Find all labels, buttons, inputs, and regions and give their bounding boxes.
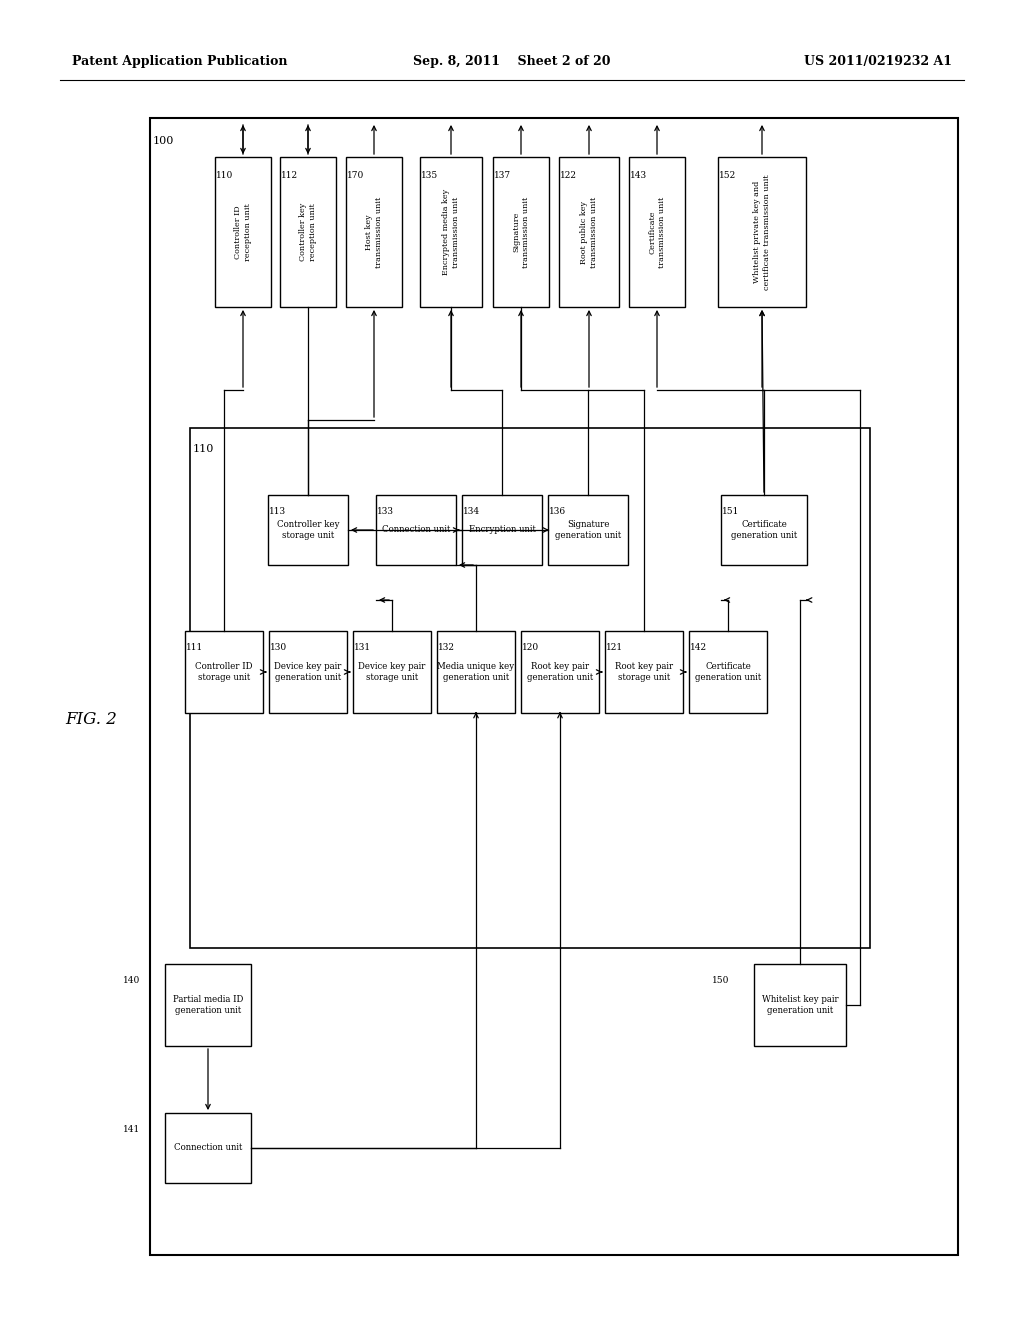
Text: 110: 110 xyxy=(216,172,233,180)
Text: Controller ID
reception unit: Controller ID reception unit xyxy=(234,203,252,261)
Text: Whitelist private key and
certificate transmission unit: Whitelist private key and certificate tr… xyxy=(753,174,771,290)
Text: Certificate
transmission unit: Certificate transmission unit xyxy=(648,197,666,268)
Text: 134: 134 xyxy=(463,507,480,516)
Bar xyxy=(165,1113,251,1183)
Text: Certificate
generation unit: Certificate generation unit xyxy=(695,661,761,682)
Text: Partial media ID
generation unit: Partial media ID generation unit xyxy=(173,995,243,1015)
Text: Sep. 8, 2011    Sheet 2 of 20: Sep. 8, 2011 Sheet 2 of 20 xyxy=(414,55,610,69)
Bar xyxy=(215,157,271,308)
Text: 130: 130 xyxy=(270,643,287,652)
Text: 121: 121 xyxy=(606,643,624,652)
Text: Signature
transmission unit: Signature transmission unit xyxy=(512,197,529,268)
Bar xyxy=(605,631,683,713)
Text: Signature
generation unit: Signature generation unit xyxy=(555,520,622,540)
Text: Connection unit: Connection unit xyxy=(382,525,451,535)
Bar xyxy=(280,157,336,308)
Bar xyxy=(165,964,251,1045)
Text: Root key pair
generation unit: Root key pair generation unit xyxy=(527,661,593,682)
Text: Whitelist key pair
generation unit: Whitelist key pair generation unit xyxy=(762,995,839,1015)
Text: 131: 131 xyxy=(354,643,371,652)
Text: 150: 150 xyxy=(712,975,729,985)
Bar xyxy=(269,631,347,713)
Text: 136: 136 xyxy=(549,507,566,516)
Bar xyxy=(629,157,685,308)
Text: 135: 135 xyxy=(421,172,438,180)
Text: 132: 132 xyxy=(438,643,455,652)
Text: FIG. 2: FIG. 2 xyxy=(65,711,117,729)
Bar xyxy=(559,157,618,308)
Text: 112: 112 xyxy=(281,172,298,180)
Text: 122: 122 xyxy=(560,172,577,180)
Text: 143: 143 xyxy=(630,172,647,180)
Text: 133: 133 xyxy=(377,507,394,516)
Text: Controller ID
storage unit: Controller ID storage unit xyxy=(196,661,253,682)
Text: 170: 170 xyxy=(347,172,365,180)
Bar xyxy=(268,495,348,565)
Bar xyxy=(754,964,846,1045)
Text: 151: 151 xyxy=(722,507,739,516)
Text: 120: 120 xyxy=(522,643,539,652)
Text: Controller key
reception unit: Controller key reception unit xyxy=(299,203,316,261)
Text: Media unique key
generation unit: Media unique key generation unit xyxy=(437,661,515,682)
Text: 137: 137 xyxy=(494,172,511,180)
Bar xyxy=(185,631,263,713)
Text: 111: 111 xyxy=(186,643,203,652)
Bar xyxy=(420,157,482,308)
Text: Certificate
generation unit: Certificate generation unit xyxy=(731,520,797,540)
Text: Device key pair
storage unit: Device key pair storage unit xyxy=(358,661,426,682)
Bar xyxy=(689,631,767,713)
Text: 113: 113 xyxy=(269,507,286,516)
Text: Root public key
transmission unit: Root public key transmission unit xyxy=(581,197,598,268)
Text: Root key pair
storage unit: Root key pair storage unit xyxy=(615,661,673,682)
Bar xyxy=(548,495,628,565)
Text: Connection unit: Connection unit xyxy=(174,1143,243,1152)
Text: 141: 141 xyxy=(123,1125,140,1134)
Text: 110: 110 xyxy=(193,444,214,454)
Bar xyxy=(437,631,515,713)
Text: Patent Application Publication: Patent Application Publication xyxy=(72,55,288,69)
Text: 140: 140 xyxy=(123,975,140,985)
Bar xyxy=(353,631,431,713)
Bar xyxy=(721,495,807,565)
Bar xyxy=(718,157,806,308)
Bar xyxy=(150,117,958,1255)
Text: Encrypted media key
transmission unit: Encrypted media key transmission unit xyxy=(442,189,460,275)
Text: Encryption unit: Encryption unit xyxy=(469,525,536,535)
Bar xyxy=(376,495,456,565)
Text: 142: 142 xyxy=(690,643,708,652)
Text: US 2011/0219232 A1: US 2011/0219232 A1 xyxy=(804,55,952,69)
Text: Controller key
storage unit: Controller key storage unit xyxy=(276,520,339,540)
Bar xyxy=(190,428,870,948)
Text: 152: 152 xyxy=(719,172,736,180)
Bar xyxy=(462,495,542,565)
Text: Host key
transmission unit: Host key transmission unit xyxy=(366,197,383,268)
Bar xyxy=(346,157,402,308)
Bar xyxy=(493,157,549,308)
Text: Device key pair
generation unit: Device key pair generation unit xyxy=(274,661,342,682)
Bar xyxy=(521,631,599,713)
Text: 100: 100 xyxy=(153,136,174,147)
